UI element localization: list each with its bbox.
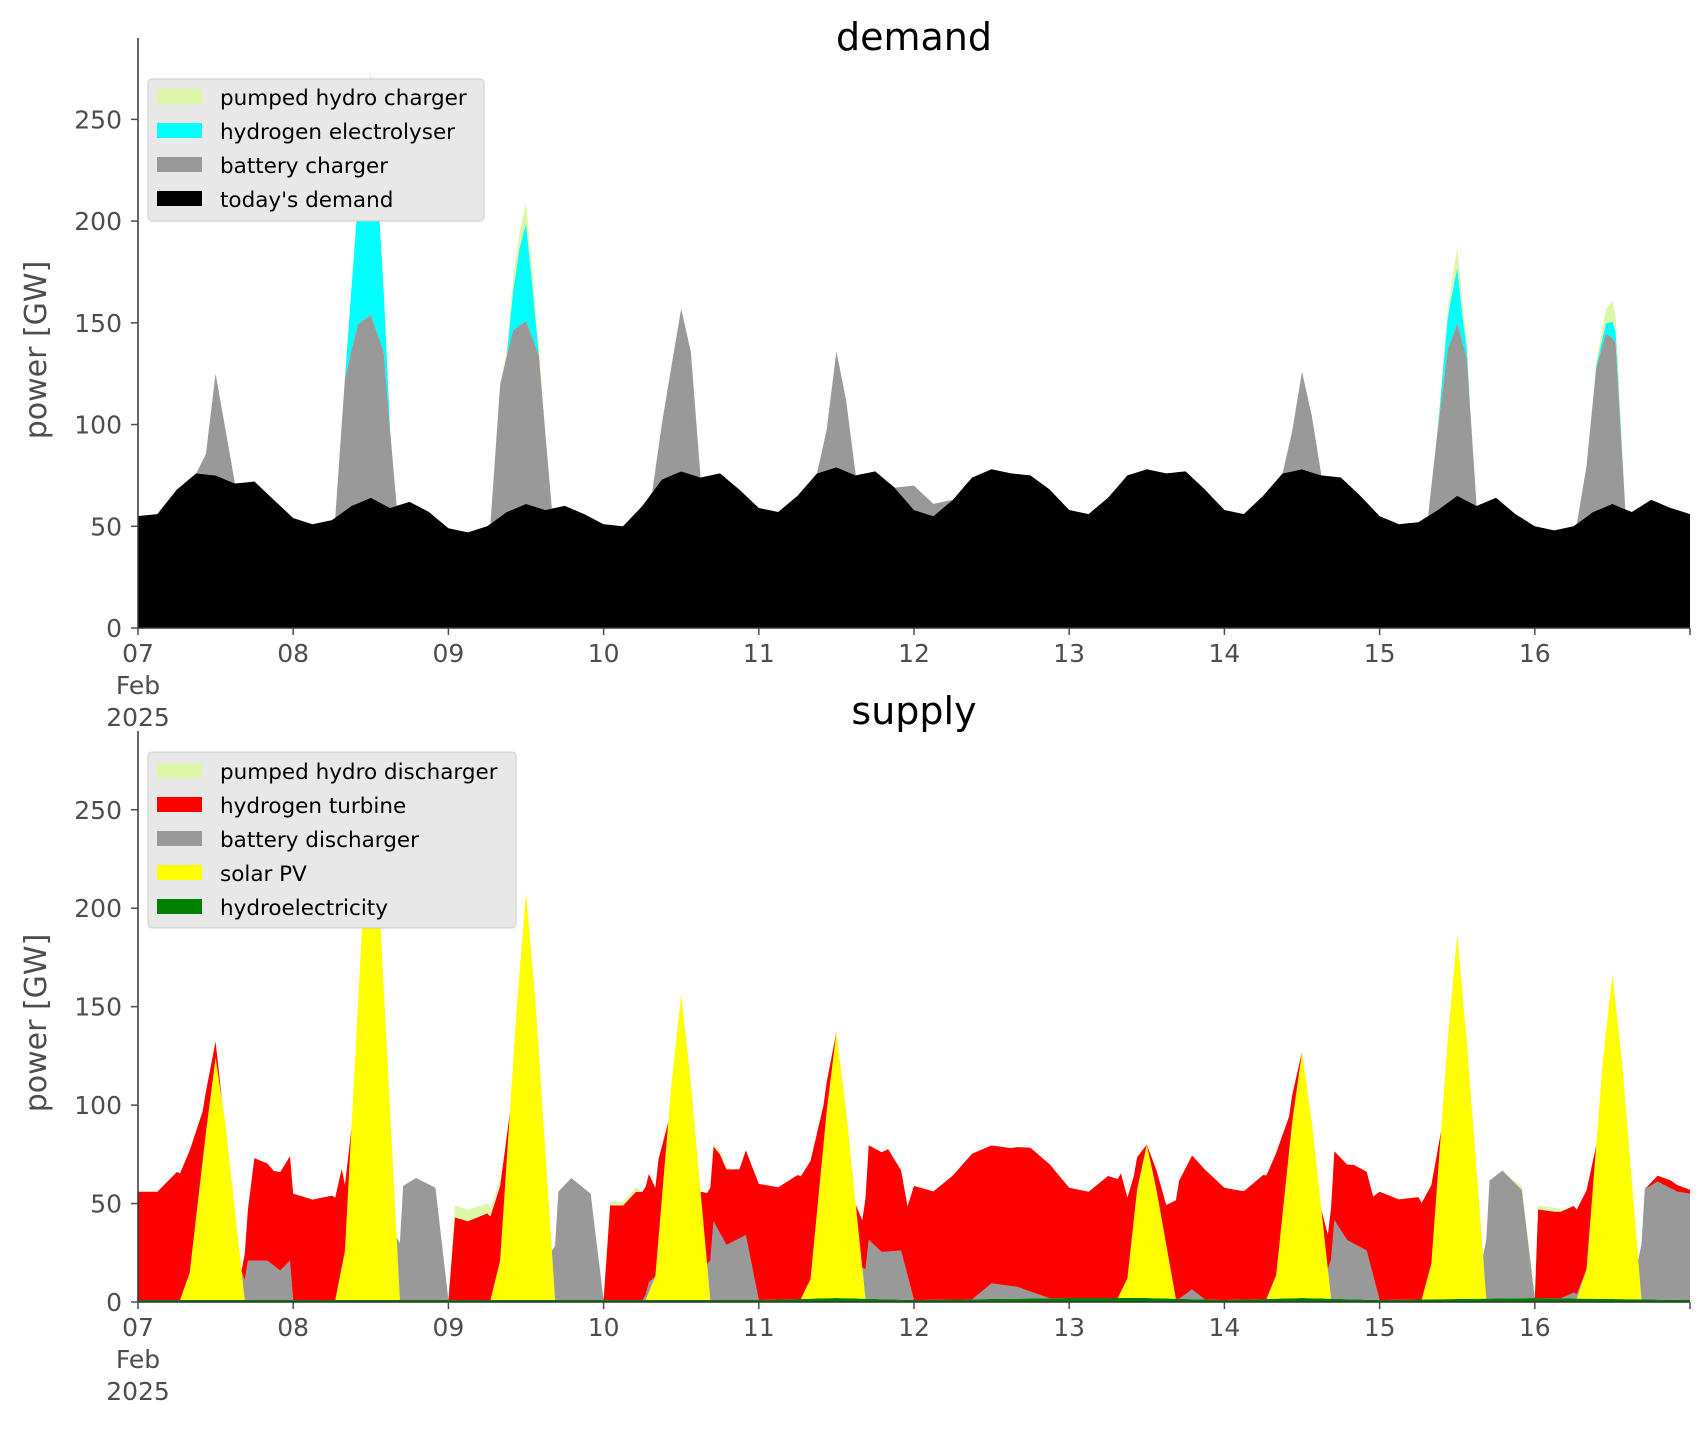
legend-label-hydroelectricity: hydroelectricity xyxy=(220,896,388,921)
y-tick-label: 150 xyxy=(74,993,122,1022)
y-tick-label: 50 xyxy=(90,512,122,541)
y-tick-label: 250 xyxy=(74,105,122,134)
supply-legend: pumped hydro discharger hydrogen turbine… xyxy=(147,751,517,929)
legend-label-pumped-hydro-discharger: pumped hydro discharger xyxy=(220,760,498,785)
y-tick-label: 0 xyxy=(106,1288,122,1317)
legend-label-battery-charger: battery charger xyxy=(220,154,388,179)
x-tick-label: 07 xyxy=(122,639,154,668)
x-tick-label: 08 xyxy=(277,639,309,668)
y-tick-label: 100 xyxy=(74,411,122,440)
x-tick-label: 14 xyxy=(1208,639,1240,668)
legend-label-todays-demand: today's demand xyxy=(220,188,393,213)
area-solar-pv xyxy=(138,762,1690,1301)
legend-swatch-hydroelectricity xyxy=(157,899,202,914)
x-tick-label: 10 xyxy=(588,639,620,668)
x-tick-label: 16 xyxy=(1519,1313,1551,1342)
supply-panel: 0 50 100 150 200 250 07 Feb 2025 08 09 10 11 12 13 14 15… xyxy=(19,689,1691,1406)
x-tick-label: 11 xyxy=(743,1313,775,1342)
x-tick-label: 11 xyxy=(743,639,775,668)
legend-swatch-todays-demand xyxy=(157,191,202,206)
legend-label-pumped-hydro-charger: pumped hydro charger xyxy=(220,86,467,111)
x-tick-label: 16 xyxy=(1519,639,1551,668)
demand-legend-box xyxy=(147,78,485,222)
legend-label-solar-pv: solar PV xyxy=(220,862,307,887)
x-tick-label: Feb xyxy=(116,1345,160,1374)
legend-label-hydrogen-electrolyser: hydrogen electrolyser xyxy=(220,120,455,145)
y-tick-label: 200 xyxy=(74,894,122,923)
y-tick-label: 150 xyxy=(74,309,122,338)
legend-swatch-solar-pv xyxy=(157,865,202,880)
x-tick-label: 09 xyxy=(432,1313,464,1342)
x-tick-label: 08 xyxy=(277,1313,309,1342)
legend-swatch-battery-charger xyxy=(157,157,202,172)
legend-label-battery-discharger: battery discharger xyxy=(220,828,419,853)
x-tick-label: 10 xyxy=(588,1313,620,1342)
x-tick-label: 2025 xyxy=(106,703,170,732)
x-tick-label: 15 xyxy=(1364,639,1396,668)
y-tick-label: 200 xyxy=(74,207,122,236)
area-hydrogen-turbine xyxy=(138,762,1690,1301)
x-tick-label: 12 xyxy=(898,639,930,668)
x-tick-label: 2025 xyxy=(106,1377,170,1406)
y-tick-label: 50 xyxy=(90,1190,122,1219)
y-tick-label: 100 xyxy=(74,1091,122,1120)
x-tick-label: 13 xyxy=(1053,639,1085,668)
supply-areas xyxy=(138,762,1690,1302)
y-tick-label: 250 xyxy=(74,796,122,825)
area-today-s-demand xyxy=(138,467,1690,628)
x-tick-label: 07 xyxy=(122,1313,154,1342)
area-battery-charger xyxy=(138,308,1690,533)
x-tick-label: 15 xyxy=(1364,1313,1396,1342)
legend-swatch-pumped-hydro-charger xyxy=(157,89,202,104)
supply-legend-box xyxy=(147,751,517,929)
x-tick-label: 14 xyxy=(1208,1313,1240,1342)
legend-label-hydrogen-turbine: hydrogen turbine xyxy=(220,794,406,819)
y-tick-label: 0 xyxy=(106,614,122,643)
demand-areas xyxy=(138,74,1690,628)
supply-title: supply xyxy=(851,689,976,733)
x-tick-label: 12 xyxy=(898,1313,930,1342)
demand-legend: pumped hydro charger hydrogen electrolys… xyxy=(147,78,485,222)
legend-swatch-hydrogen-turbine xyxy=(157,797,202,812)
x-tick-label: 13 xyxy=(1053,1313,1085,1342)
supply-y-axis-label: power [GW] xyxy=(19,934,54,1113)
demand-y-axis-label: power [GW] xyxy=(19,261,54,440)
x-tick-label: 09 xyxy=(432,639,464,668)
legend-swatch-battery-discharger xyxy=(157,831,202,846)
legend-swatch-pumped-hydro-discharger xyxy=(157,763,202,778)
supply-axes: 0 50 100 150 200 250 07 Feb 2025 08 09 10 11 12 13 14 15… xyxy=(74,731,1691,1406)
x-tick-label: Feb xyxy=(116,671,160,700)
demand-title: demand xyxy=(836,15,992,59)
demand-axes: 0 50 100 150 200 250 07 Feb 2025 08 09 10 11 12 13 14 15… xyxy=(74,38,1691,732)
demand-panel: 0 50 100 150 200 250 07 Feb 2025 08 09 10 11 12 13 14 15… xyxy=(19,15,1691,732)
legend-swatch-hydrogen-electrolyser xyxy=(157,123,202,138)
